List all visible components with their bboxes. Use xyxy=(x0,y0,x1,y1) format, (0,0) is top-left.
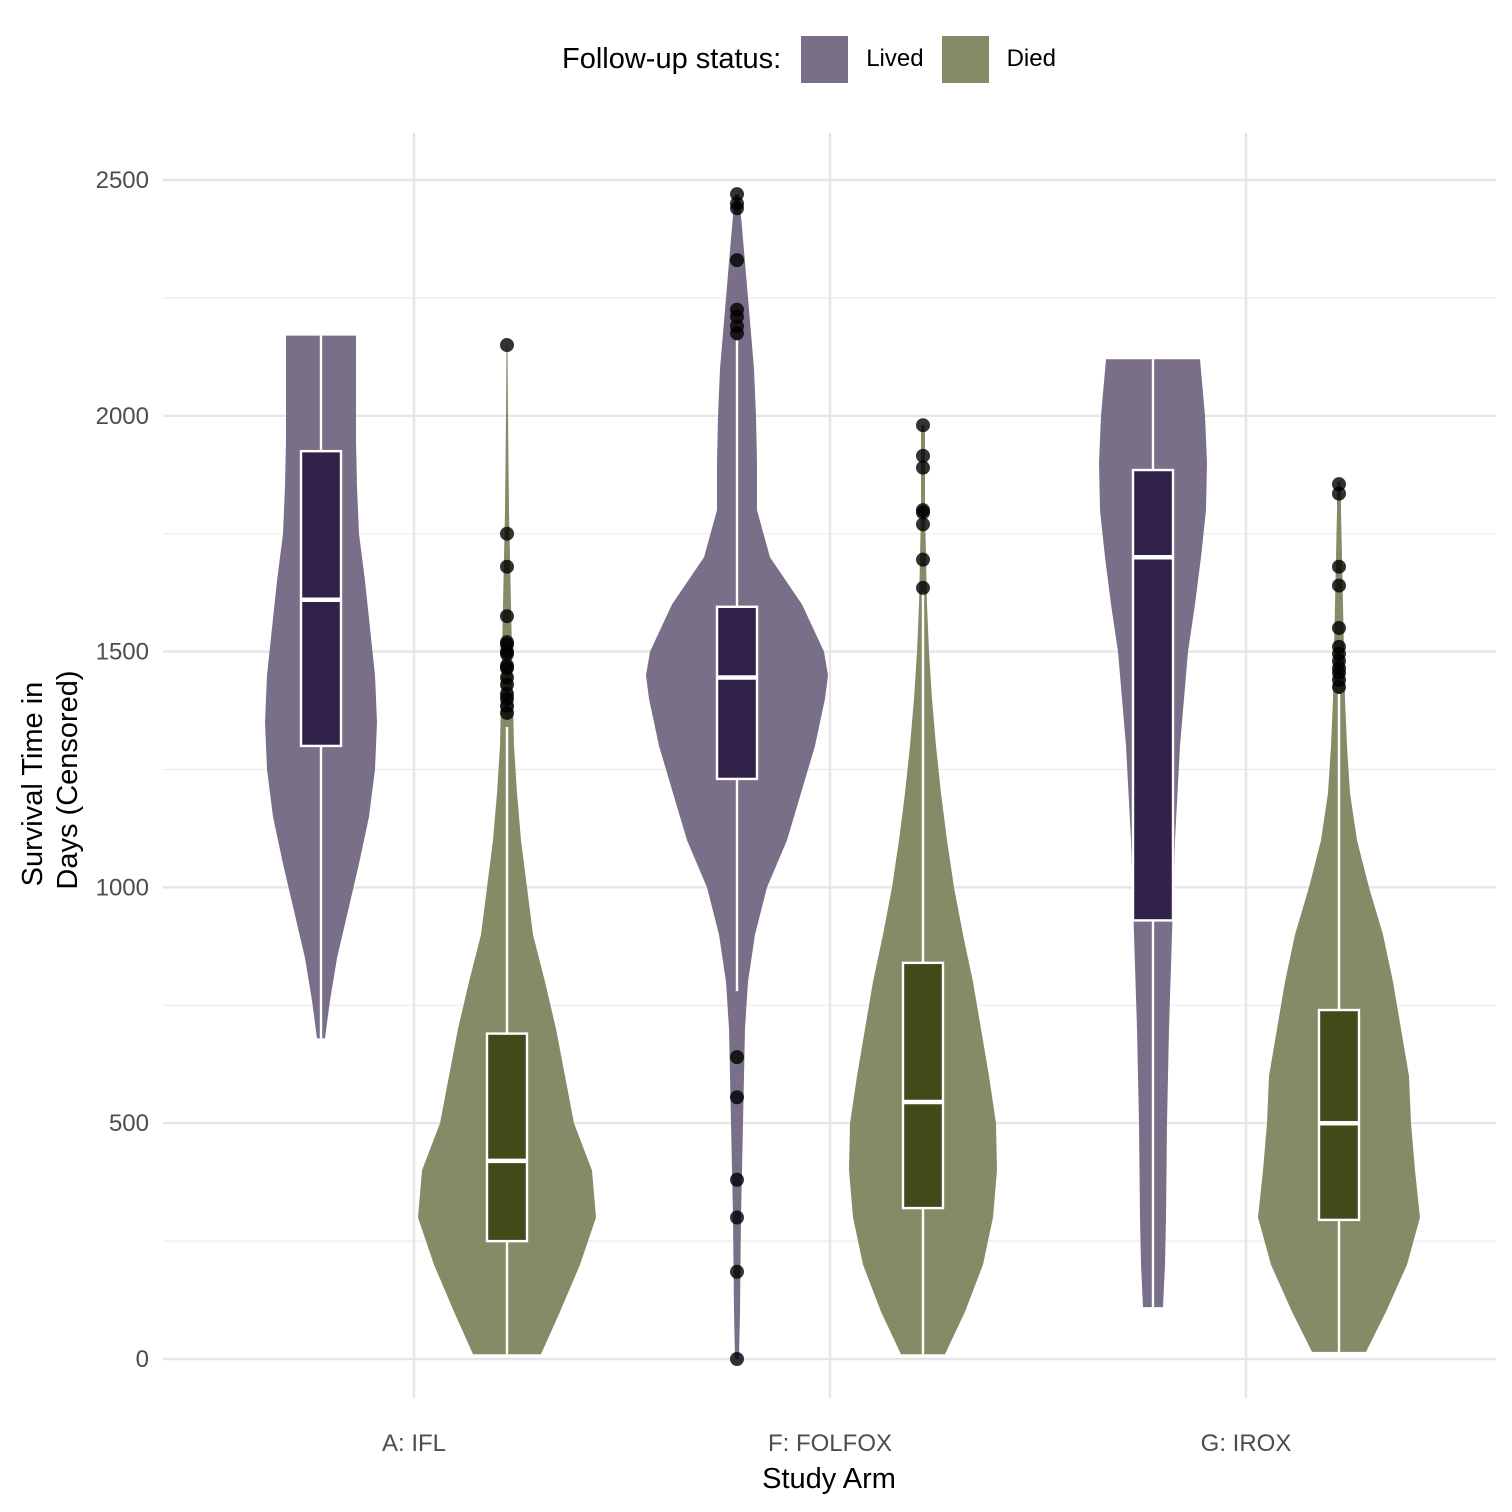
x-axis-ticks: A: IFL F: FOLFOX G: IROX xyxy=(382,1430,1291,1457)
outlier-point-f-died xyxy=(916,460,930,475)
outlier-point-f-lived xyxy=(730,1172,744,1187)
y-tick-label: 2000 xyxy=(96,403,149,430)
box-f-lived xyxy=(715,605,759,781)
outlier-point-f-died xyxy=(916,448,930,463)
legend-label-lived: Lived xyxy=(866,45,924,72)
y-axis-title-line-2: Days (Censored) xyxy=(52,670,84,889)
outlier-point-g-died xyxy=(1332,621,1346,636)
outlier-point-a-died xyxy=(500,526,514,541)
legend-item-lived: Lived xyxy=(801,35,924,83)
legend-title: Follow-up status: xyxy=(562,42,782,75)
outlier-point-g-died xyxy=(1332,639,1346,654)
y-tick-label: 1000 xyxy=(96,874,149,901)
outlier-point-f-lived xyxy=(730,1264,744,1279)
outlier-point-f-lived xyxy=(730,302,744,317)
outlier-point-f-lived xyxy=(730,1090,744,1105)
outlier-point-f-lived xyxy=(730,1050,744,1065)
x-tick-label: A: IFL xyxy=(382,1430,446,1457)
x-tick-label: G: IROX xyxy=(1201,1430,1292,1457)
plot-area xyxy=(265,187,1420,1366)
outlier-point-a-died xyxy=(500,338,514,353)
y-axis-title: Survival Time in Days (Censored) xyxy=(17,670,84,889)
x-tick-label: F: FOLFOX xyxy=(768,1430,892,1457)
outlier-point-f-died xyxy=(916,418,930,433)
outlier-point-g-died xyxy=(1332,477,1346,492)
outlier-point-a-died xyxy=(500,635,514,650)
outlier-point-a-died xyxy=(500,609,514,624)
box-g-lived xyxy=(1131,468,1175,922)
outlier-point-f-lived xyxy=(730,1210,744,1225)
legend: Follow-up status: Lived Died xyxy=(562,35,1074,83)
y-axis-ticks: 0 500 1000 1500 2000 2500 xyxy=(96,167,149,1373)
outlier-point-f-died xyxy=(916,517,930,532)
outlier-point-g-died xyxy=(1332,559,1346,574)
y-tick-label: 0 xyxy=(136,1346,149,1373)
outlier-point-f-lived xyxy=(730,1352,744,1366)
grid xyxy=(163,133,1496,1398)
y-axis-title-line-1: Survival Time in xyxy=(17,682,49,887)
y-tick-label: 500 xyxy=(109,1110,149,1137)
legend-swatch-died xyxy=(941,35,989,83)
outlier-point-a-died xyxy=(500,559,514,574)
y-tick-label: 1500 xyxy=(96,639,149,666)
outlier-point-a-died xyxy=(500,658,514,673)
legend-item-died: Died xyxy=(941,35,1056,83)
box-g-died xyxy=(1317,1008,1361,1222)
legend-label-died: Died xyxy=(1006,45,1056,72)
box-f-died xyxy=(901,961,945,1210)
y-tick-label: 2500 xyxy=(96,167,149,194)
box-a-died xyxy=(485,1032,529,1243)
outlier-point-f-died xyxy=(916,580,930,595)
outlier-point-f-died xyxy=(916,552,930,567)
x-axis-title: Study Arm xyxy=(762,1463,896,1495)
outlier-point-f-died xyxy=(916,503,930,518)
outlier-point-f-lived xyxy=(730,253,744,268)
outlier-point-f-lived xyxy=(730,187,744,202)
legend-swatch-lived xyxy=(801,35,849,83)
outlier-point-g-died xyxy=(1332,578,1346,593)
